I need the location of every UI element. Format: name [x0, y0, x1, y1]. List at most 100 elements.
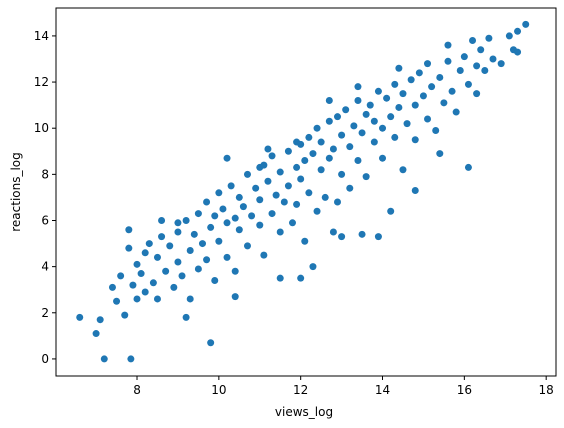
- point: [456, 67, 464, 75]
- point: [305, 133, 313, 141]
- point: [276, 274, 284, 282]
- point: [338, 233, 346, 241]
- y-axis-label: reactions_log: [9, 152, 23, 232]
- point: [141, 249, 149, 257]
- point: [284, 182, 292, 190]
- point: [329, 145, 337, 153]
- point: [366, 101, 374, 109]
- point: [424, 115, 432, 123]
- point: [194, 265, 202, 273]
- point: [309, 263, 317, 271]
- point: [346, 143, 354, 151]
- x-tick-label: 18: [539, 383, 554, 397]
- y-tick-label: 4: [41, 260, 49, 274]
- point: [129, 281, 137, 289]
- point: [325, 97, 333, 105]
- point: [235, 226, 243, 234]
- point: [350, 122, 358, 130]
- y-tick-label: 12: [34, 75, 49, 89]
- point: [452, 108, 460, 116]
- point: [387, 207, 395, 215]
- point: [411, 101, 419, 109]
- point: [460, 53, 468, 61]
- point: [497, 60, 505, 68]
- point: [481, 67, 489, 75]
- point: [444, 57, 452, 65]
- point: [301, 237, 309, 245]
- y-tick-label: 0: [41, 352, 49, 366]
- point: [370, 117, 378, 125]
- point: [444, 41, 452, 49]
- point: [415, 69, 423, 77]
- point: [464, 80, 472, 88]
- y-tick-label: 2: [41, 306, 49, 320]
- point: [288, 219, 296, 227]
- point: [260, 251, 268, 259]
- point: [440, 99, 448, 107]
- point: [284, 147, 292, 155]
- point: [362, 173, 370, 181]
- y-tick-label: 6: [41, 213, 49, 227]
- point: [137, 270, 145, 278]
- point: [436, 73, 444, 81]
- y-tick-label: 8: [41, 167, 49, 181]
- point: [313, 207, 321, 215]
- point: [362, 110, 370, 118]
- point: [432, 127, 440, 135]
- point: [293, 200, 301, 208]
- point: [325, 117, 333, 125]
- point: [248, 212, 256, 220]
- point: [522, 20, 530, 28]
- point: [113, 297, 121, 305]
- point: [338, 131, 346, 139]
- point: [399, 166, 407, 174]
- point: [469, 37, 477, 45]
- point: [374, 233, 382, 241]
- point: [231, 267, 239, 275]
- point: [297, 274, 305, 282]
- y-tick-label: 10: [34, 121, 49, 135]
- point: [354, 83, 362, 91]
- point: [358, 230, 366, 238]
- point: [403, 120, 411, 128]
- point: [125, 244, 133, 252]
- point: [235, 193, 243, 201]
- x-axis-label: views_log: [275, 405, 333, 419]
- point: [133, 295, 141, 303]
- point: [391, 80, 399, 88]
- point: [395, 103, 403, 111]
- point: [399, 90, 407, 98]
- point: [264, 177, 272, 185]
- point: [121, 311, 129, 319]
- point: [215, 189, 223, 197]
- point: [223, 253, 231, 261]
- point: [374, 87, 382, 95]
- point: [297, 140, 305, 148]
- y-tick-label: 14: [34, 29, 49, 43]
- point: [96, 316, 104, 324]
- point: [485, 34, 493, 42]
- point: [313, 124, 321, 132]
- point: [141, 288, 149, 296]
- point: [207, 223, 215, 231]
- point: [424, 60, 432, 68]
- point: [127, 355, 135, 363]
- point: [309, 150, 317, 158]
- point: [338, 170, 346, 178]
- point: [231, 293, 239, 301]
- point: [170, 283, 178, 291]
- point: [334, 113, 342, 121]
- point: [317, 166, 325, 174]
- point: [383, 94, 391, 102]
- point: [198, 240, 206, 248]
- point: [186, 295, 194, 303]
- point: [354, 97, 362, 105]
- point: [243, 170, 251, 178]
- point: [407, 76, 415, 84]
- point: [219, 205, 227, 213]
- point: [395, 64, 403, 72]
- point: [100, 355, 108, 363]
- point: [317, 138, 325, 146]
- point: [379, 154, 387, 162]
- point: [358, 129, 366, 137]
